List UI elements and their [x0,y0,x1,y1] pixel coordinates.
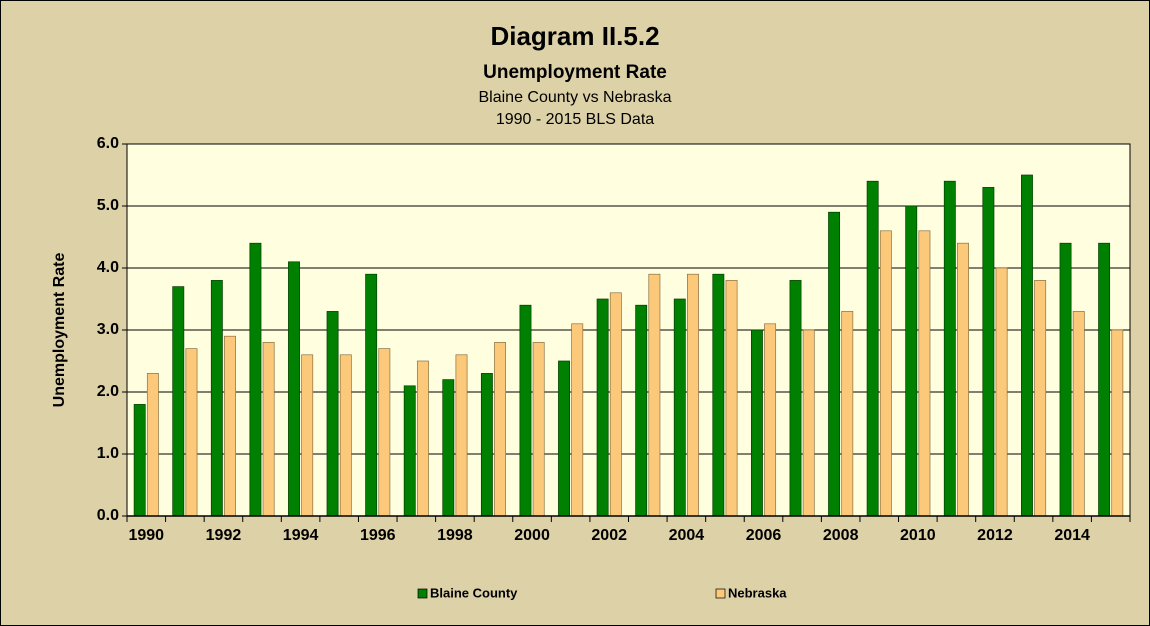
bar [339,354,352,517]
bar [403,385,416,517]
chart-subtitle: Unemployment Rate [483,62,667,83]
x-tick-label: 2006 [746,527,782,544]
bar [764,323,777,517]
y-tick-label: 5.0 [97,197,119,214]
chart-title: Diagram II.5.2 [490,21,659,51]
bar [673,298,686,517]
x-tick-label: 2014 [1054,527,1090,544]
x-tick-label: 2004 [669,527,705,544]
bar [519,304,532,517]
bar [224,335,236,517]
bar [687,273,699,517]
bar [918,230,931,517]
bar [828,211,841,517]
legend-label: Blaine County [430,585,518,600]
bar [365,273,378,517]
y-tick-label: 6.0 [97,135,119,152]
legend-label: Nebraska [728,585,787,600]
bar [596,298,609,517]
bar [1111,329,1124,517]
bar [185,348,198,517]
bar [146,373,159,517]
bar [480,373,493,517]
bar [494,342,507,517]
bar [1059,242,1072,517]
bar [802,329,815,517]
bar [1034,280,1047,517]
x-tick-label: 2002 [591,527,627,544]
chart-subtitle: 1990 - 2015 BLS Data [496,111,654,128]
bar [262,342,275,517]
bar [635,304,648,517]
bar [532,342,545,517]
y-tick-label: 1.0 [97,445,119,462]
bar [326,311,339,517]
bar [442,379,455,517]
bar [609,292,622,517]
x-tick-label: 2010 [900,527,936,544]
bar [943,180,956,517]
y-tick-label: 4.0 [97,259,119,276]
bar [648,273,661,517]
x-tick-label: 2008 [823,527,859,544]
bar [558,360,570,517]
y-tick-label: 3.0 [97,321,119,338]
x-tick-label: 2012 [977,527,1013,544]
y-tick-label: 2.0 [97,383,119,400]
x-tick-label: 1992 [206,527,242,544]
bar [725,280,738,517]
x-tick-label: 1996 [360,527,396,544]
x-tick-label: 1994 [283,527,319,544]
y-axis-label: Unemployment Rate [51,253,68,408]
bar [905,205,918,517]
bar [172,286,185,517]
bar [879,230,892,517]
bar [210,280,223,517]
legend-swatch [417,588,428,599]
bar [841,311,854,517]
y-tick-label: 0.0 [97,507,119,524]
bar [301,354,314,517]
bar [1072,311,1085,517]
x-tick-label: 1998 [437,527,473,544]
bar [1098,242,1111,517]
x-tick-label: 1990 [128,527,164,544]
bar [249,242,262,517]
bar [1021,174,1033,517]
bar [750,329,763,517]
chart-subtitle: Blaine County vs Nebraska [479,89,672,106]
bar [455,354,468,517]
bar [712,273,725,517]
bar [957,242,969,517]
bar [416,360,429,517]
bar [133,404,146,517]
legend-swatch [715,588,726,599]
bar [378,348,391,517]
bar [995,267,1008,517]
bar [866,180,879,517]
bar [982,187,995,517]
bar [288,261,300,517]
bar [789,280,802,517]
x-tick-label: 2000 [514,527,550,544]
bar [571,323,584,517]
